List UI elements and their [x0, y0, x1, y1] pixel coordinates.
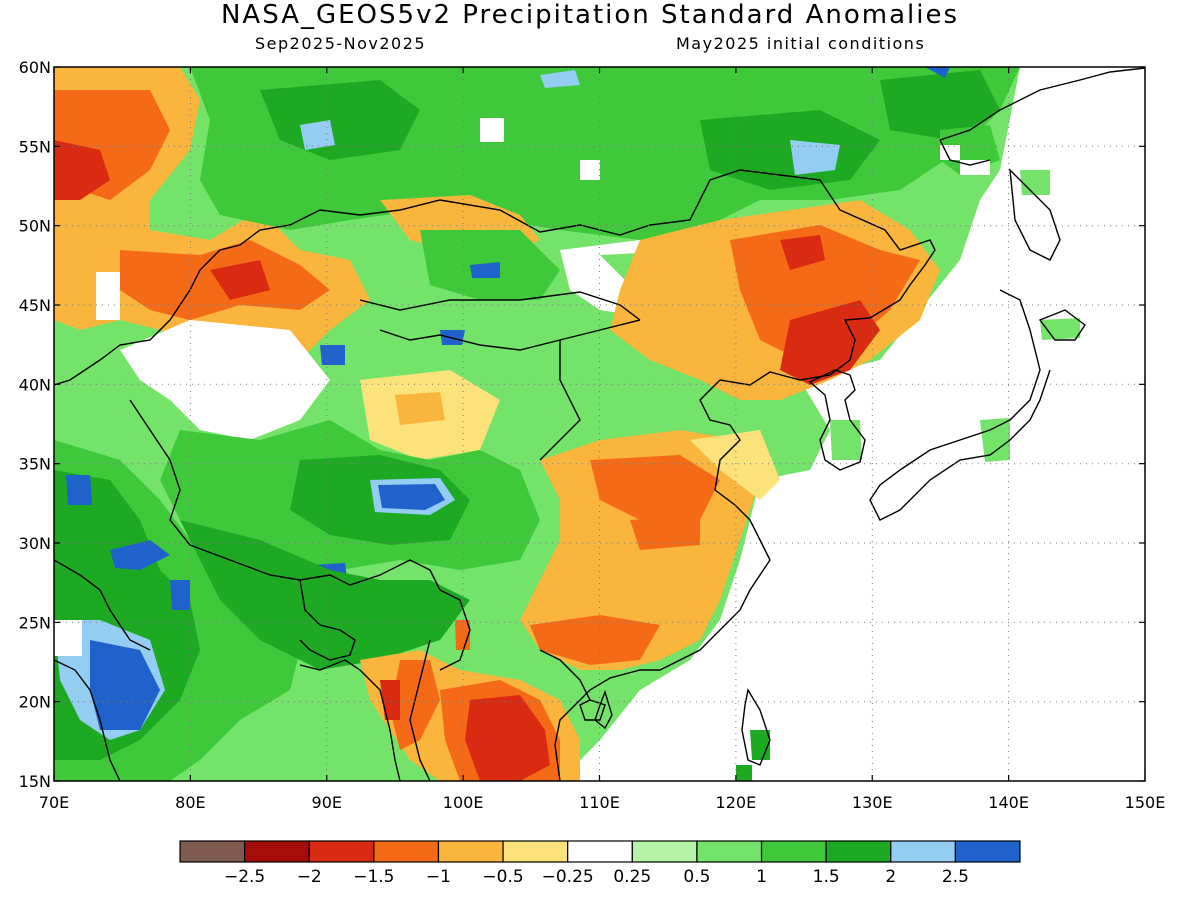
- colorbar-label: 1.5: [813, 867, 840, 887]
- lon-tick-label: 70E: [39, 793, 69, 812]
- lat-tick-label: 35N: [19, 455, 51, 474]
- lat-tick-label: 30N: [19, 534, 51, 553]
- lat-tick-label: 25N: [19, 613, 51, 632]
- graticule: [54, 67, 1145, 781]
- colorbar-swatch: [567, 840, 633, 863]
- colorbar-swatch: [760, 840, 827, 863]
- lat-tick-label: 55N: [19, 137, 51, 156]
- colorbar-label: 2.5: [942, 867, 969, 887]
- colorbar-swatch: [825, 840, 892, 863]
- lat-tick-label: 40N: [19, 375, 51, 394]
- lat-tick-label: 20N: [19, 693, 51, 712]
- lat-tick-label: 60N: [19, 58, 51, 77]
- colorbar-label: −1: [426, 867, 451, 887]
- colorbar-label: −0.5: [482, 867, 523, 887]
- colorbar-swatch: [373, 840, 440, 863]
- colorbar-label: −1.5: [353, 867, 394, 887]
- lat-tick-label: 50N: [19, 217, 51, 236]
- lon-tick-label: 140E: [988, 793, 1029, 812]
- anomaly-field: [54, 67, 1145, 781]
- colorbar-swatch: [437, 840, 504, 863]
- colorbar-swatch: [890, 840, 956, 863]
- lon-tick-label: 150E: [1125, 793, 1166, 812]
- lon-tick-label: 90E: [312, 793, 342, 812]
- colorbar-label: 0.25: [613, 867, 651, 887]
- lon-tick-label: 120E: [716, 793, 757, 812]
- colorbar-swatch: [244, 840, 310, 863]
- colorbar-label: 1: [756, 867, 767, 887]
- colorbar-swatch: [696, 840, 763, 863]
- coastlines: [54, 67, 1145, 781]
- colorbar-swatch: [954, 840, 1021, 863]
- colorbar-label: −2.5: [224, 867, 265, 887]
- lon-tick-label: 80E: [175, 793, 205, 812]
- lon-tick-label: 110E: [579, 793, 620, 812]
- lon-tick-label: 130E: [852, 793, 893, 812]
- colorbar-label: −2: [297, 867, 322, 887]
- map-title: NASA_GEOS5v2 Precipitation Standard Anom…: [220, 0, 960, 30]
- colorbar-swatch: [308, 840, 375, 863]
- lat-tick-label: 15N: [19, 772, 51, 791]
- colorbar-swatch: [502, 840, 569, 863]
- lon-tick-label: 100E: [443, 793, 484, 812]
- colorbar-swatch: [631, 840, 698, 863]
- colorbar-label: 2: [885, 867, 896, 887]
- lat-tick-label: 45N: [19, 296, 51, 315]
- initial-conditions: May2025 initial conditions: [676, 34, 926, 53]
- colorbar-swatch: [179, 840, 246, 863]
- colorbar-label: 0.5: [683, 867, 710, 887]
- colorbar-label: −0.25: [542, 867, 594, 887]
- forecast-period: Sep2025-Nov2025: [255, 34, 427, 53]
